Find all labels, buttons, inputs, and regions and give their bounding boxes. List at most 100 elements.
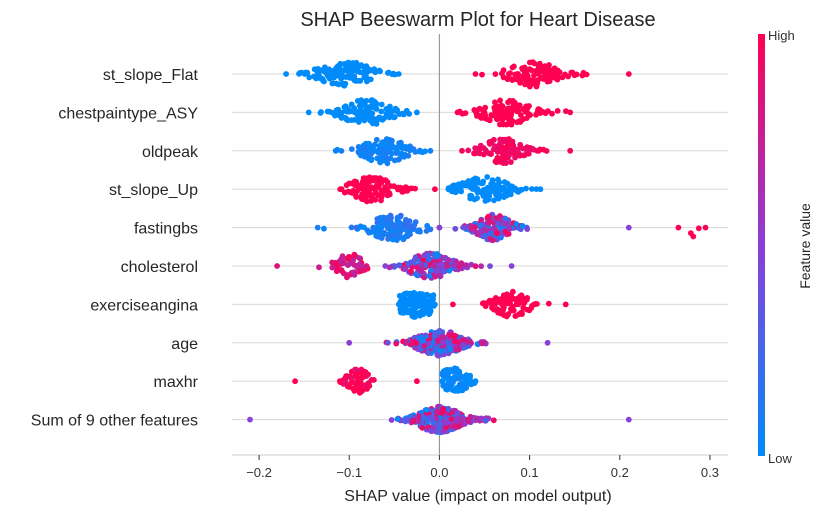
shap-point <box>373 136 380 143</box>
shap-point <box>487 300 494 307</box>
shap-point <box>519 223 526 229</box>
shap-point <box>391 263 398 269</box>
feature-label: age <box>171 336 198 353</box>
colorbar <box>758 34 765 456</box>
shap-point <box>545 300 552 307</box>
shap-point <box>545 73 551 80</box>
shap-point <box>472 145 479 152</box>
shap-point <box>388 417 395 423</box>
shap-point <box>274 263 280 269</box>
shap-point <box>359 191 365 198</box>
shap-point <box>356 255 363 261</box>
shap-point <box>508 145 515 152</box>
shap-point <box>426 311 432 317</box>
shap-point <box>436 224 443 231</box>
shap-point <box>477 114 484 120</box>
shap-point <box>420 298 427 305</box>
shap-point <box>360 115 366 122</box>
shap-point <box>359 178 366 185</box>
shap-point <box>348 101 355 108</box>
shap-point <box>403 144 409 150</box>
shap-point <box>378 224 385 231</box>
shap-point <box>451 338 458 345</box>
shap-point <box>537 186 544 193</box>
shap-point <box>552 74 559 80</box>
colorbar-high-label: High <box>768 28 795 43</box>
shap-point <box>385 145 392 151</box>
shap-point <box>432 301 438 308</box>
shap-point <box>427 427 434 434</box>
shap-point <box>509 296 516 302</box>
shap-point <box>445 257 452 263</box>
shap-point <box>361 151 367 158</box>
shap-point <box>441 268 447 275</box>
shap-point <box>401 305 408 311</box>
shap-point <box>329 264 336 271</box>
shap-point <box>408 268 414 275</box>
shap-point <box>480 107 486 114</box>
shap-point <box>454 109 461 116</box>
shap-point <box>414 264 421 271</box>
shap-point <box>348 224 355 231</box>
shap-point <box>472 71 479 77</box>
shap-point <box>434 352 441 358</box>
shap-point <box>374 155 381 162</box>
shap-point <box>455 423 462 430</box>
shap-point <box>488 184 495 191</box>
shap-point <box>434 251 440 257</box>
shap-point <box>485 213 492 220</box>
shap-point <box>375 233 382 240</box>
x-tick-label: 0.0 <box>430 465 448 480</box>
x-tick-label: 0.2 <box>611 465 629 480</box>
shap-point <box>474 107 481 114</box>
shap-point <box>472 378 479 385</box>
shap-point <box>501 304 507 311</box>
shap-point <box>394 214 401 221</box>
shap-point <box>482 112 489 118</box>
shap-point <box>427 147 434 154</box>
shap-point <box>378 108 385 115</box>
shap-point <box>494 155 501 161</box>
shap-point <box>348 117 355 123</box>
shap-point <box>391 114 397 121</box>
shap-point <box>518 309 525 316</box>
shap-point <box>477 142 484 149</box>
shap-point <box>414 109 420 116</box>
shap-point <box>702 224 709 231</box>
shap-point <box>441 348 448 354</box>
shap-point <box>519 294 526 301</box>
shap-point <box>354 188 360 194</box>
shap-point <box>399 110 406 117</box>
shap-point <box>444 382 451 389</box>
shap-point <box>511 150 518 157</box>
shap-point <box>401 295 408 302</box>
shap-point <box>449 379 456 386</box>
shap-point <box>407 259 414 266</box>
shap-point <box>366 109 373 115</box>
shap-point <box>378 197 384 204</box>
shap-point <box>425 340 432 347</box>
feature-label: st_slope_Flat <box>103 67 199 84</box>
shap-point <box>440 254 446 261</box>
shap-point <box>346 253 352 260</box>
shap-point <box>354 383 360 390</box>
feature-label: cholesterol <box>121 259 198 276</box>
shap-point <box>504 105 511 112</box>
shap-point <box>402 290 409 297</box>
shap-point <box>527 79 534 86</box>
shap-point <box>333 64 340 71</box>
shap-point <box>463 224 469 231</box>
shap-point <box>492 99 498 106</box>
shap-point <box>452 225 459 232</box>
shap-point <box>541 69 548 75</box>
shap-point <box>488 230 495 237</box>
shap-point <box>451 262 457 269</box>
shap-point <box>477 222 484 229</box>
shap-point <box>378 229 384 236</box>
shap-point <box>459 147 465 154</box>
shap-point <box>439 378 445 385</box>
shap-point <box>409 225 416 231</box>
shap-point <box>494 149 501 155</box>
shap-point <box>459 110 466 117</box>
